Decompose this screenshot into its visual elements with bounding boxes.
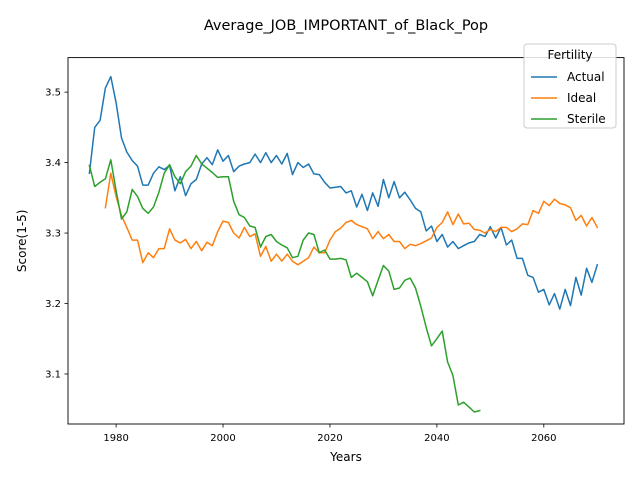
plot-lines [88, 75, 599, 413]
x-tick-label: 2000 [210, 433, 235, 444]
y-tick-label: 3.5 [45, 88, 61, 99]
legend-box [523, 43, 617, 129]
y-tick-label: 3.3 [45, 229, 61, 240]
x-tick-label: 1980 [103, 433, 128, 444]
series-line-sterile [88, 154, 481, 413]
y-axis-ticks: 3.1 3.2 3.3 3.4 3.5 [45, 88, 68, 380]
y-tick-label: 3.1 [45, 369, 61, 380]
chart-title: Average_JOB_IMPORTANT_of_Black_Pop [204, 18, 488, 34]
y-tick-label: 3.2 [45, 299, 61, 310]
legend-label-sterile: Sterile [567, 112, 606, 126]
x-axis-label: Years [329, 450, 362, 464]
series-line-actual [88, 75, 599, 310]
plot-frame [67, 57, 625, 425]
legend: Fertility Actual Ideal Sterile [523, 43, 617, 129]
legend-label-actual: Actual [567, 70, 605, 84]
legend-label-ideal: Ideal [567, 91, 596, 105]
x-tick-label: 2020 [317, 433, 342, 444]
legend-title: Fertility [547, 48, 592, 62]
x-tick-label: 2060 [531, 433, 556, 444]
series-line-ideal [104, 172, 599, 266]
y-tick-label: 3.4 [45, 158, 61, 169]
x-tick-label: 2040 [424, 433, 449, 444]
y-axis-label: Score(1-5) [15, 210, 29, 273]
x-axis-ticks: 1980 2000 2020 2040 2060 [103, 424, 557, 444]
